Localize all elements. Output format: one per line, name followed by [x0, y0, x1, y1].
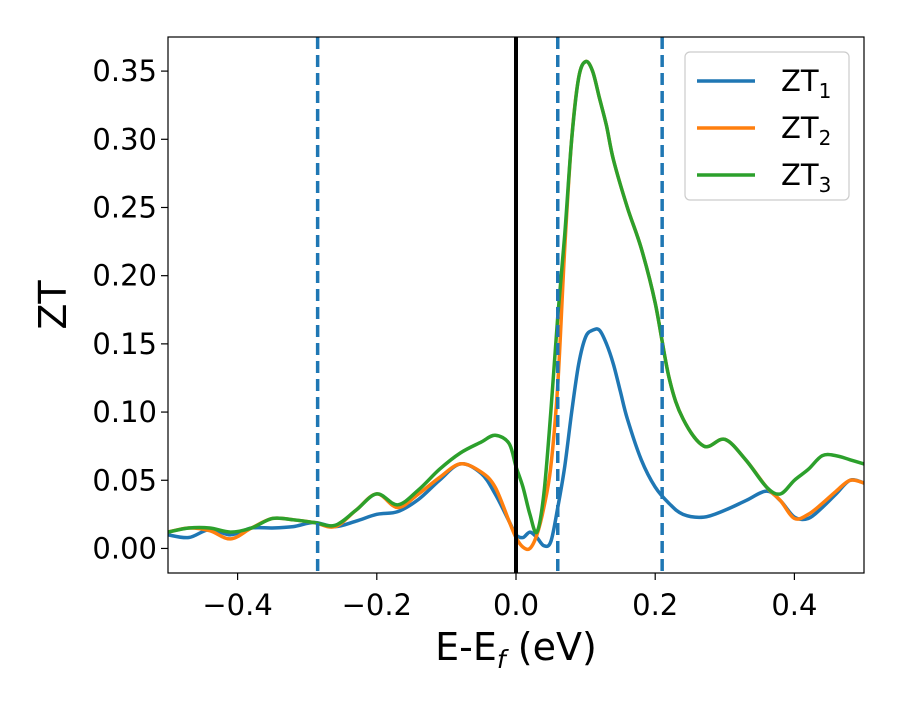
x-axis-label-main: E-E — [435, 625, 497, 669]
x-tick-label: −0.2 — [342, 588, 412, 622]
x-tick-label: 0.2 — [632, 588, 678, 622]
y-tick-label: 0.15 — [92, 327, 157, 361]
axes: −0.4 −0.2 0.0 0.2 0.4 0.00 0.05 0.10 0.15 0.20 0.2… — [92, 36, 865, 622]
y-axis-label: ZT — [31, 280, 75, 330]
legend-box — [684, 51, 850, 201]
y-tick-label: 0.30 — [92, 122, 157, 156]
x-tick-label: 0.4 — [771, 588, 817, 622]
y-tick-label: 0.20 — [92, 259, 157, 293]
x-tick-label: 0.0 — [493, 588, 539, 622]
legend-label-zt1: ZT1 — [781, 64, 831, 103]
y-tick-label: 0.35 — [92, 54, 157, 88]
x-axis-label-unit: (eV) — [506, 625, 597, 669]
y-tick-label: 0.05 — [92, 463, 157, 497]
x-axis-label: E-Ef (eV) — [435, 625, 597, 674]
x-tick-label: −0.4 — [202, 588, 272, 622]
plot-marks — [168, 37, 864, 573]
y-tick-label: 0.10 — [92, 395, 157, 429]
y-tick-label: 0.00 — [92, 531, 157, 565]
legend: ZT1 ZT2 ZT3 — [684, 51, 850, 201]
legend-label-zt3: ZT3 — [781, 158, 831, 197]
legend-label-zt2: ZT2 — [781, 111, 831, 150]
y-tick-label: 0.25 — [92, 190, 157, 224]
plot-area — [168, 37, 864, 573]
